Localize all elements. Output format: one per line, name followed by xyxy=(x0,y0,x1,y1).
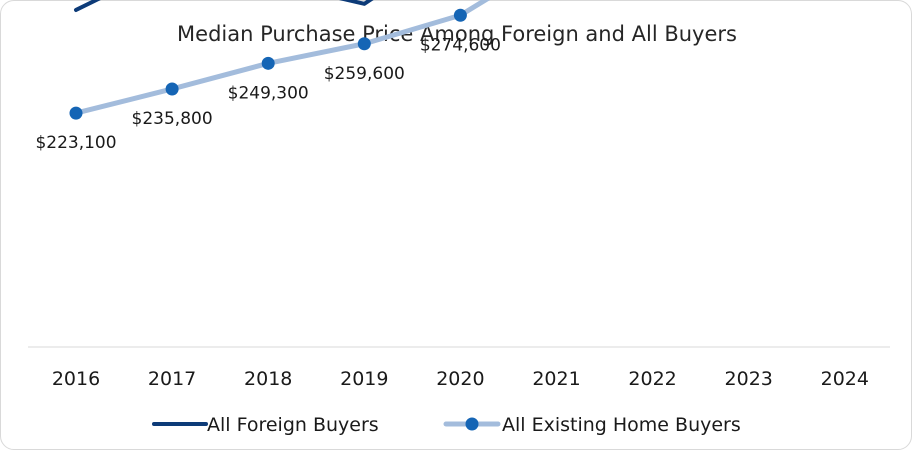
x-tick-label: 2020 xyxy=(436,368,484,390)
x-tick-label: 2023 xyxy=(725,368,773,390)
data-label: $249,300 xyxy=(228,83,309,103)
data-point xyxy=(453,8,467,22)
x-tick-label: 2016 xyxy=(52,368,100,390)
data-point xyxy=(357,37,371,51)
legend-label-existing-home-buyers: All Existing Home Buyers xyxy=(502,414,741,436)
x-tick-label: 2021 xyxy=(532,368,580,390)
data-label: $259,600 xyxy=(324,64,405,84)
legend-marker xyxy=(465,417,479,431)
legend-label-foreign-buyers: All Foreign Buyers xyxy=(207,414,379,436)
data-label: $223,100 xyxy=(35,133,116,153)
data-label: $235,800 xyxy=(132,109,213,129)
data-point xyxy=(165,82,179,96)
x-tick-label: 2018 xyxy=(244,368,292,390)
x-tick-label: 2017 xyxy=(148,368,196,390)
data-point xyxy=(69,106,83,120)
x-tick-label: 2022 xyxy=(628,368,676,390)
data-label: $274,600 xyxy=(420,35,501,55)
x-tick-label: 2024 xyxy=(821,368,869,390)
data-point xyxy=(261,56,275,70)
chart-title: Median Purchase Price Among Foreign and … xyxy=(177,22,737,46)
x-tick-label: 2019 xyxy=(340,368,388,390)
series-line-foreign-buyers xyxy=(74,0,374,12)
